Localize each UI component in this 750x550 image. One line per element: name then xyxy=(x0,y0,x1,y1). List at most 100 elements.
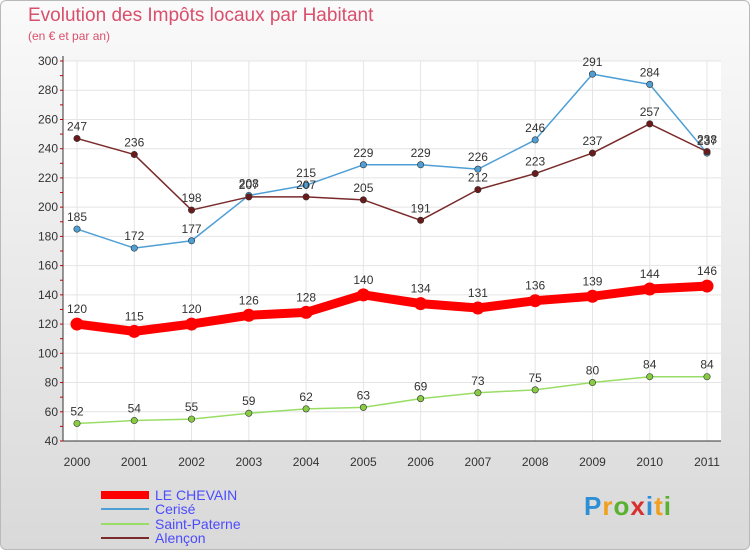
point-saint-paterne xyxy=(188,415,196,423)
point-le-chevain xyxy=(242,308,256,322)
point-cerise xyxy=(588,70,596,78)
data-label-le-chevain: 126 xyxy=(239,293,259,307)
legend-swatch-alencon xyxy=(101,537,149,539)
data-label-le-chevain: 144 xyxy=(640,267,660,281)
y-tick-label: 80 xyxy=(45,376,59,390)
data-label-le-chevain: 128 xyxy=(296,290,316,304)
point-saint-paterne xyxy=(588,379,596,387)
legend-label-le-chevain: LE CHEVAIN xyxy=(155,487,238,503)
point-le-chevain xyxy=(70,317,84,331)
data-label-alencon: 207 xyxy=(296,178,316,192)
point-alencon xyxy=(245,193,253,201)
legend-item-saint-paterne: Saint-Paterne xyxy=(101,517,241,531)
legend-item-alencon: Alençon xyxy=(101,531,206,545)
y-tick-label: 40 xyxy=(45,434,59,448)
logo-letter: P xyxy=(584,491,603,521)
data-label-le-chevain: 139 xyxy=(582,274,602,288)
x-tick-label: 2010 xyxy=(636,455,663,469)
data-label-saint-paterne: 63 xyxy=(357,388,371,402)
point-cerise xyxy=(188,237,196,245)
point-saint-paterne xyxy=(130,417,138,425)
data-label-alencon: 247 xyxy=(67,119,87,133)
point-saint-paterne xyxy=(474,389,482,397)
data-label-saint-paterne: 73 xyxy=(471,374,485,388)
logo-letter: x xyxy=(630,491,646,521)
chart-title: Evolution des Impôts locaux par Habitant xyxy=(28,5,374,26)
data-label-cerise: 229 xyxy=(353,146,373,160)
data-label-le-chevain: 146 xyxy=(697,264,717,278)
data-label-saint-paterne: 75 xyxy=(529,371,543,385)
data-label-cerise: 177 xyxy=(182,222,202,236)
point-cerise xyxy=(130,244,138,252)
legend-label-cerise: Cerisé xyxy=(155,501,196,517)
logo-letter: r xyxy=(602,491,614,521)
point-cerise xyxy=(359,161,367,169)
y-tick-label: 260 xyxy=(38,112,58,126)
data-label-saint-paterne: 80 xyxy=(586,364,600,378)
x-tick-label: 2004 xyxy=(293,455,320,469)
point-le-chevain xyxy=(700,279,714,293)
point-saint-paterne xyxy=(531,386,539,394)
data-label-saint-paterne: 62 xyxy=(299,390,313,404)
data-label-le-chevain: 136 xyxy=(525,279,545,293)
point-alencon xyxy=(417,216,425,224)
point-le-chevain xyxy=(127,324,141,338)
point-saint-paterne xyxy=(703,373,711,381)
y-tick-label: 160 xyxy=(38,259,58,273)
data-label-le-chevain: 134 xyxy=(411,282,431,296)
data-label-cerise: 246 xyxy=(525,121,545,135)
data-label-cerise: 215 xyxy=(296,166,316,180)
y-tick-label: 120 xyxy=(38,317,58,331)
y-tick-label: 100 xyxy=(38,346,58,360)
data-label-cerise: 229 xyxy=(411,146,431,160)
x-tick-label: 2011 xyxy=(694,455,720,469)
point-alencon xyxy=(588,149,596,157)
legend-swatch-le-chevain xyxy=(101,491,149,499)
x-tick-label: 2002 xyxy=(178,455,205,469)
point-cerise xyxy=(531,136,539,144)
point-alencon xyxy=(474,186,482,194)
series-line-cerise xyxy=(76,73,708,249)
x-tick-label: 2001 xyxy=(121,455,148,469)
point-alencon xyxy=(302,193,310,201)
data-label-alencon: 236 xyxy=(124,136,144,150)
data-label-alencon: 205 xyxy=(353,181,373,195)
point-cerise xyxy=(646,80,654,88)
data-label-alencon: 238 xyxy=(697,133,717,147)
data-label-saint-paterne: 84 xyxy=(643,358,657,372)
point-le-chevain xyxy=(528,294,542,308)
x-tick-label: 2000 xyxy=(64,455,91,469)
point-alencon xyxy=(703,148,711,156)
point-le-chevain xyxy=(185,317,199,331)
data-label-alencon: 257 xyxy=(640,105,660,119)
data-label-saint-paterne: 59 xyxy=(242,394,256,408)
legend-swatch-cerise xyxy=(101,508,149,510)
point-le-chevain xyxy=(585,289,599,303)
x-tick-label: 2008 xyxy=(522,455,549,469)
point-alencon xyxy=(531,170,539,178)
point-cerise xyxy=(474,165,482,173)
logo-letter: i xyxy=(645,491,655,521)
data-label-cerise: 291 xyxy=(582,55,602,69)
data-label-alencon: 207 xyxy=(239,178,259,192)
point-alencon xyxy=(73,134,81,142)
legend-label-saint-paterne: Saint-Paterne xyxy=(155,516,241,532)
legend-item-cerise: Cerisé xyxy=(101,502,195,516)
series-line-saint-paterne xyxy=(76,375,708,425)
logo-letter: i xyxy=(663,491,672,521)
point-saint-paterne xyxy=(245,409,253,417)
point-alencon xyxy=(188,206,196,214)
data-label-cerise: 237 xyxy=(697,134,717,148)
data-label-le-chevain: 115 xyxy=(125,309,144,323)
legend-swatch-saint-paterne xyxy=(101,523,149,525)
data-label-saint-paterne: 52 xyxy=(70,404,84,418)
point-alencon xyxy=(359,196,367,204)
data-label-cerise: 226 xyxy=(468,150,488,164)
y-tick-label: 140 xyxy=(38,288,58,302)
x-tick-label: 2006 xyxy=(407,455,434,469)
data-label-alencon: 212 xyxy=(468,171,488,185)
logo-letter: o xyxy=(613,491,631,521)
point-cerise xyxy=(302,181,310,189)
